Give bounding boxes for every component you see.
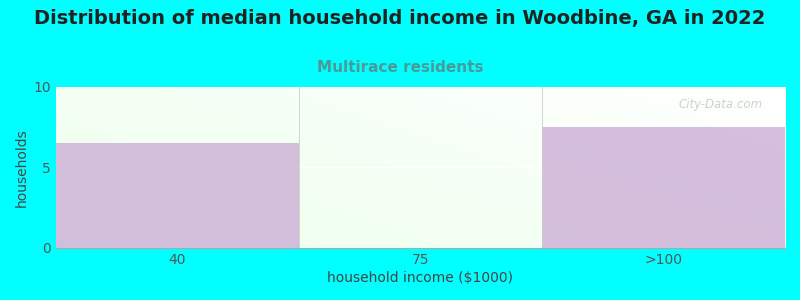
Text: Multirace residents: Multirace residents — [317, 60, 483, 75]
Y-axis label: households: households — [15, 128, 29, 207]
Bar — [542, 127, 785, 248]
Bar — [56, 143, 298, 248]
Text: Distribution of median household income in Woodbine, GA in 2022: Distribution of median household income … — [34, 9, 766, 28]
X-axis label: household income ($1000): household income ($1000) — [327, 271, 514, 285]
Text: City-Data.com: City-Data.com — [679, 98, 763, 111]
